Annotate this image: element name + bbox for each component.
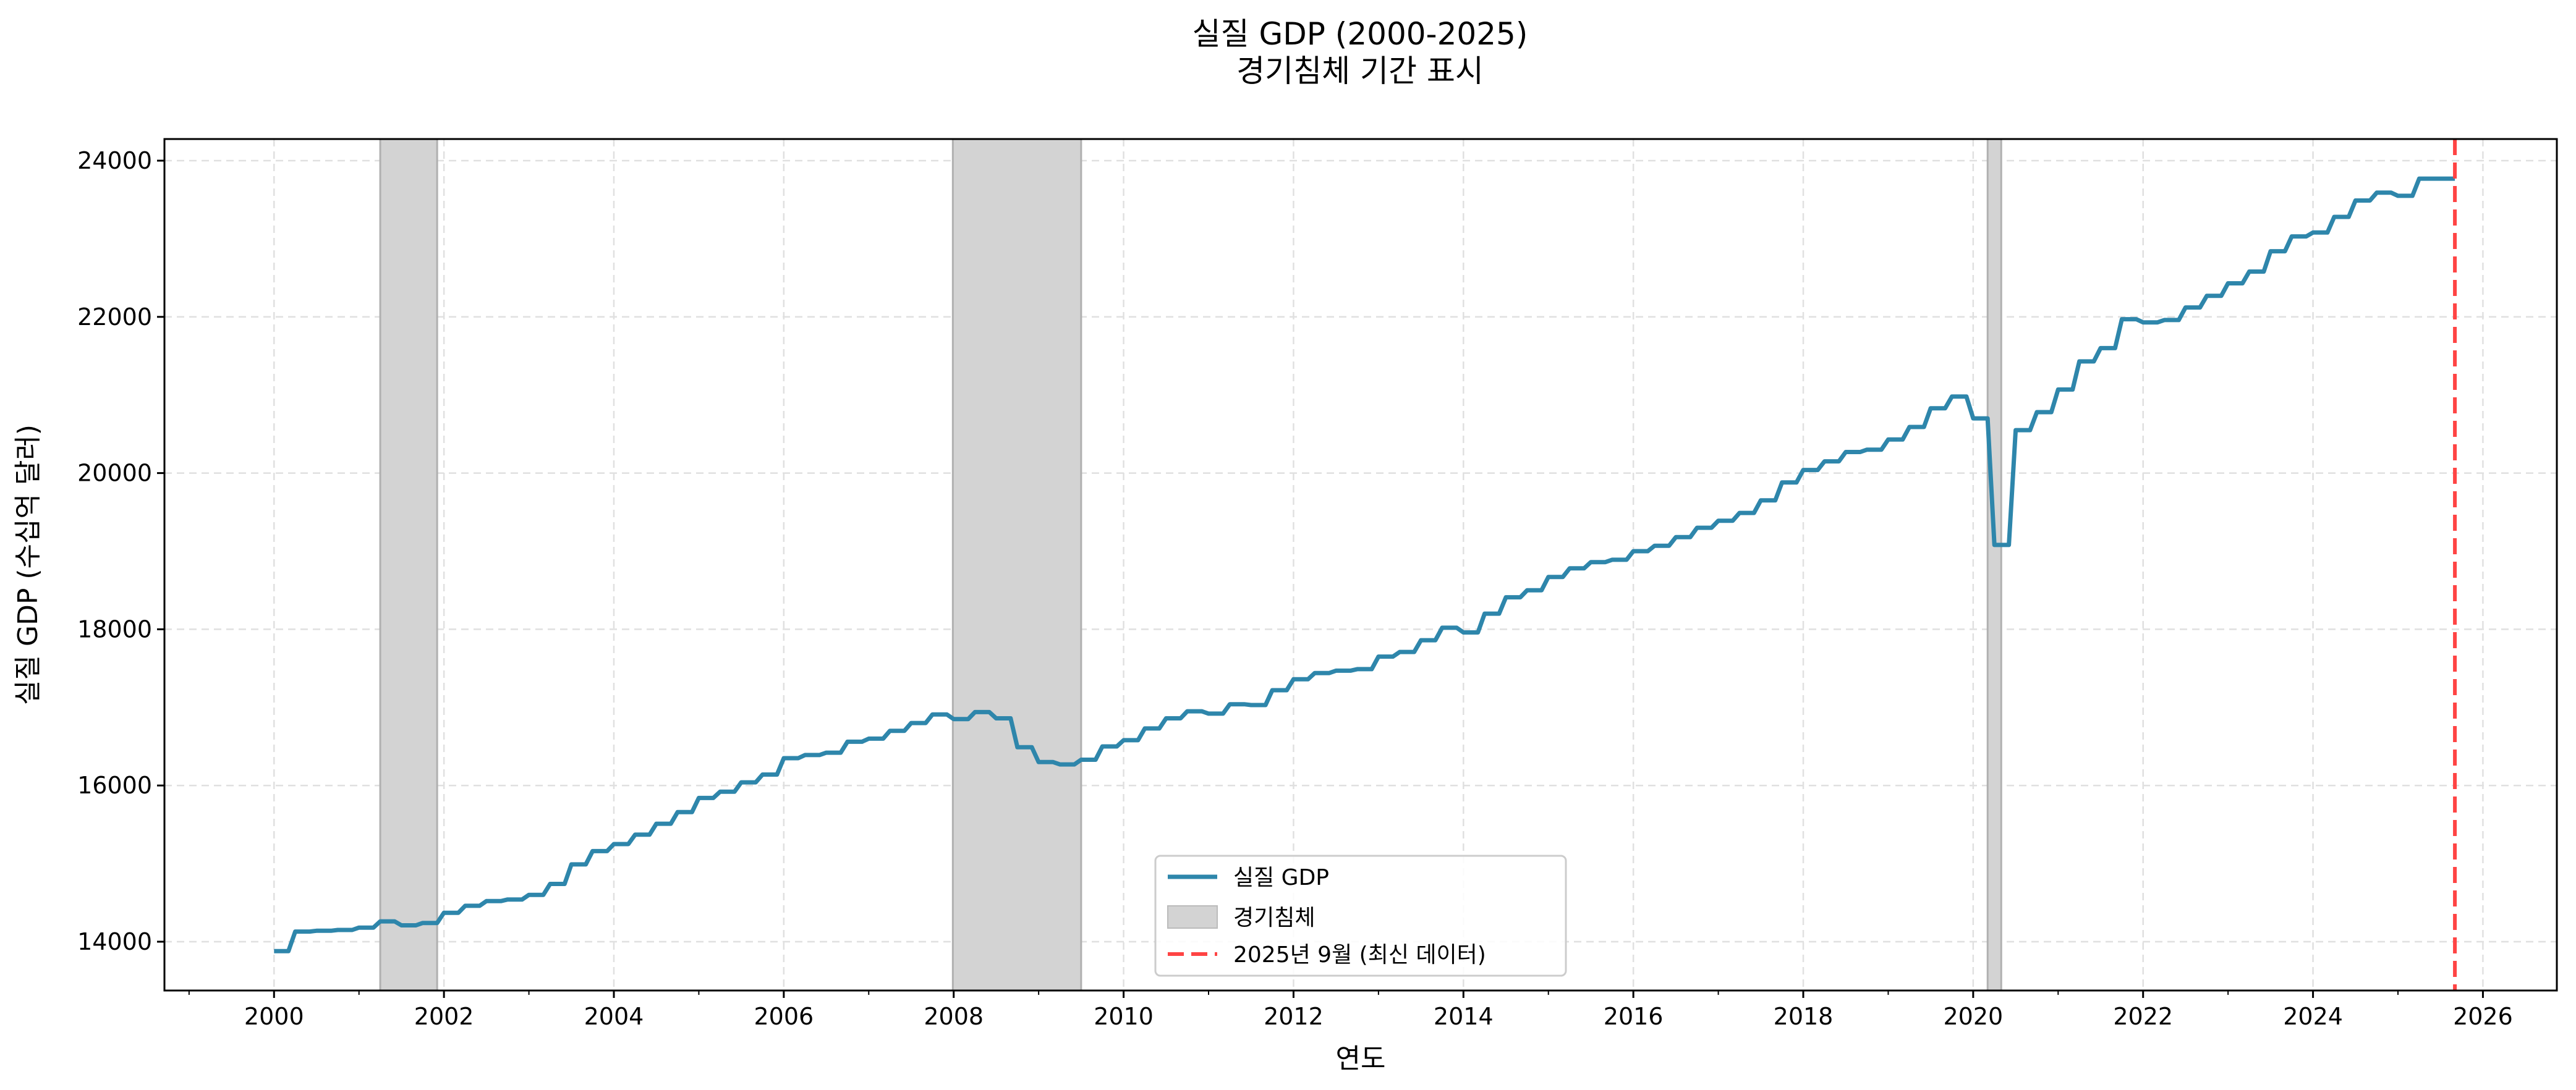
gdp-line (274, 176, 2455, 953)
legend-label-recession: 경기침체 (1233, 905, 1315, 931)
x-tick-label: 2006 (754, 1003, 814, 1030)
x-tick-label: 2020 (1944, 1003, 2004, 1030)
x-tick-label: 2022 (2113, 1003, 2173, 1030)
plot-frame (163, 138, 2558, 992)
x-tick-label: 2008 (924, 1003, 984, 1030)
y-tick-label: 22000 (77, 303, 152, 331)
x-tick-label: 2012 (1264, 1003, 1324, 1030)
legend: 실질 GDP 경기침체 2025년 9월 (최신 데이터) (1154, 855, 1567, 977)
x-tick-label: 2002 (414, 1003, 474, 1030)
y-tick-label: 24000 (77, 147, 152, 174)
chart-subtitle: 경기침체 기간 표시 (1236, 53, 1484, 89)
x-tick-label: 2014 (1434, 1003, 1494, 1030)
x-tick-label: 2018 (1774, 1003, 1834, 1030)
y-tick-label: 16000 (77, 772, 152, 799)
y-tick-label: 20000 (77, 460, 152, 487)
y-tick-label: 14000 (77, 928, 152, 955)
grid (164, 139, 2557, 991)
x-axis-label: 연도 (1336, 1043, 1386, 1075)
x-tick-label: 2016 (1604, 1003, 1664, 1030)
x-axis: 2000 2002 2004 2006 2008 2010 2012 2014 2016 2018… (188, 991, 2513, 1030)
x-tick-label: 2010 (1094, 1003, 1154, 1030)
x-tick-label: 2004 (584, 1003, 644, 1030)
legend-label-gdp: 실질 GDP (1233, 865, 1329, 890)
x-tick-label: 2000 (244, 1003, 304, 1030)
y-axis: 14000 16000 18000 20000 22000 24000 (77, 147, 164, 955)
y-axis-label: 실질 GDP (수십억 달러) (12, 425, 44, 705)
recession-bands (379, 138, 2002, 992)
recession-band (379, 138, 438, 992)
recession-band (1986, 138, 2002, 992)
legend-recession-swatch (1167, 905, 1218, 929)
recession-band (951, 138, 1082, 992)
legend-label-latest: 2025년 9월 (최신 데이터) (1233, 942, 1486, 968)
y-tick-label: 18000 (77, 615, 152, 643)
chart-title: 실질 GDP (2000-2025) (1192, 16, 1528, 52)
x-tick-label: 2024 (2283, 1003, 2343, 1030)
x-tick-label: 2026 (2453, 1003, 2513, 1030)
